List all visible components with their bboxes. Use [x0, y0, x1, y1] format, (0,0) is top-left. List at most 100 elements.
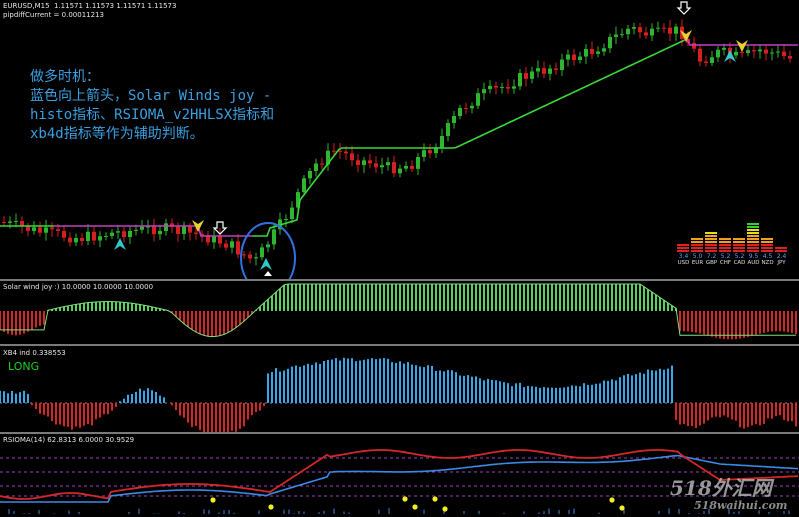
- candle-body: [572, 54, 576, 61]
- currency-code: EUR: [691, 260, 704, 266]
- pip-diff-info: pipdiffCurrent = 0.00011213: [3, 11, 104, 19]
- candle-body: [194, 232, 198, 234]
- strength-value: 5.0: [692, 253, 703, 260]
- candle-body: [626, 28, 630, 35]
- signal-dot: [442, 506, 448, 512]
- candle-body: [566, 54, 570, 60]
- candle-body: [272, 229, 276, 245]
- candle-body: [410, 165, 414, 169]
- candle-body: [158, 230, 162, 235]
- candle-body: [770, 52, 774, 54]
- strength-bar-segment: [733, 241, 745, 243]
- currency-code: CHF: [719, 260, 732, 266]
- strength-bar-segment: [747, 250, 759, 252]
- sell-arrow-icon: [680, 30, 692, 42]
- candle-body: [320, 163, 324, 165]
- candle-body: [488, 85, 492, 90]
- candle-body: [404, 165, 408, 169]
- strength-bar-segment: [747, 226, 759, 228]
- candle-body: [62, 230, 66, 238]
- candle-body: [740, 51, 744, 53]
- candle-body: [776, 51, 780, 53]
- highlight-circle: [240, 222, 296, 279]
- strength-bar-segment: [719, 238, 731, 240]
- solar-wind-histogram[interactable]: [0, 281, 799, 344]
- strength-bar-segment: [677, 250, 689, 252]
- rsioma-lines[interactable]: [0, 434, 799, 517]
- candle-body: [584, 48, 588, 57]
- candle-body: [380, 165, 384, 168]
- buy-arrow-icon: [260, 258, 272, 270]
- solar-envelope: [0, 283, 796, 338]
- strength-bar-segment: [691, 244, 703, 246]
- currency-code: AUD: [747, 260, 760, 266]
- strength-bar-segment: [705, 250, 717, 252]
- candle-body: [14, 220, 18, 222]
- watermark-logo: 518外汇网: [670, 476, 772, 500]
- strength-bar-segment: [719, 241, 731, 243]
- xb4-pane[interactable]: XB4 ind 0.338553 LONG: [0, 346, 799, 432]
- candle-body: [620, 34, 624, 36]
- rsioma-ma-line: [0, 454, 799, 503]
- strength-bar-segment: [677, 244, 689, 246]
- strength-bar-segment: [747, 238, 759, 240]
- candle-body: [392, 162, 396, 174]
- currency-code: JPY: [777, 260, 786, 266]
- candle-body: [578, 56, 582, 61]
- candle-body: [68, 237, 72, 243]
- candle-body: [554, 68, 558, 71]
- candle-body: [290, 207, 294, 219]
- candle-body: [332, 150, 336, 152]
- signal-dot: [268, 504, 274, 510]
- strength-bar-segment: [705, 235, 717, 237]
- sell-arrow-icon: [736, 40, 748, 52]
- candle-body: [182, 226, 186, 234]
- candle-body: [266, 244, 270, 248]
- note-line-3: histo指标、RSIOMA_v2HHLSX指标和: [30, 107, 275, 123]
- strength-bar-segment: [719, 244, 731, 246]
- candle-body: [86, 231, 90, 241]
- trailing-stop-line: [252, 39, 685, 237]
- pane-separator: [0, 432, 799, 434]
- candle-body: [314, 163, 318, 171]
- candle-body: [296, 192, 300, 208]
- candle-body: [536, 68, 540, 72]
- signal-dot: [210, 497, 216, 503]
- candle-body: [614, 34, 618, 37]
- strength-values: 3.4 5.0 7.2 5.2 5.2 9.5 4.5 2.4: [676, 253, 792, 261]
- xb4-histogram[interactable]: [0, 346, 799, 432]
- candle-body: [218, 235, 222, 244]
- candle-body: [530, 71, 534, 79]
- strength-bar-segment: [733, 247, 745, 249]
- rsioma-label: RSIOMA(14) 62.8313 6.0000 30.9529: [3, 436, 135, 444]
- signal-dot: [432, 496, 438, 502]
- candle-body: [434, 147, 438, 154]
- solar-wind-pane[interactable]: Solar wind joy :) 10.0000 10.0000 10.000…: [0, 281, 799, 344]
- currency-code: NZD: [761, 260, 774, 266]
- candle-body: [188, 226, 192, 233]
- candle-body: [446, 123, 450, 137]
- strength-value: 3.4: [678, 253, 689, 260]
- candle-body: [512, 86, 516, 89]
- candle-body: [668, 27, 672, 34]
- price-pane[interactable]: EURUSD,M15 1.11571 1.11573 1.11571 1.115…: [0, 0, 799, 279]
- strength-bar-segment: [733, 244, 745, 246]
- strength-bar-segment: [719, 247, 731, 249]
- strength-bar-segment: [761, 244, 773, 246]
- candle-body: [758, 49, 762, 52]
- strength-bar-segment: [747, 247, 759, 249]
- candle-body: [230, 241, 234, 248]
- candle-body: [260, 247, 264, 258]
- strength-bar-segment: [761, 241, 773, 243]
- currency-strength-meter: 3.4 5.0 7.2 5.2 5.2 9.5 4.5 2.4 USD EUR GBP CHF CAD…: [676, 222, 792, 268]
- strength-value: 7.2: [706, 253, 717, 260]
- rsioma-pane[interactable]: RSIOMA(14) 62.8313 6.0000 30.9529: [0, 434, 799, 517]
- strength-bar-segment: [775, 247, 787, 249]
- strength-bar-segment: [677, 247, 689, 249]
- candle-body: [2, 222, 6, 223]
- candle-body: [482, 89, 486, 94]
- strength-bar-segment: [733, 238, 745, 240]
- candle-body: [458, 107, 462, 117]
- candle-body: [494, 85, 498, 88]
- price-chart[interactable]: [0, 0, 799, 279]
